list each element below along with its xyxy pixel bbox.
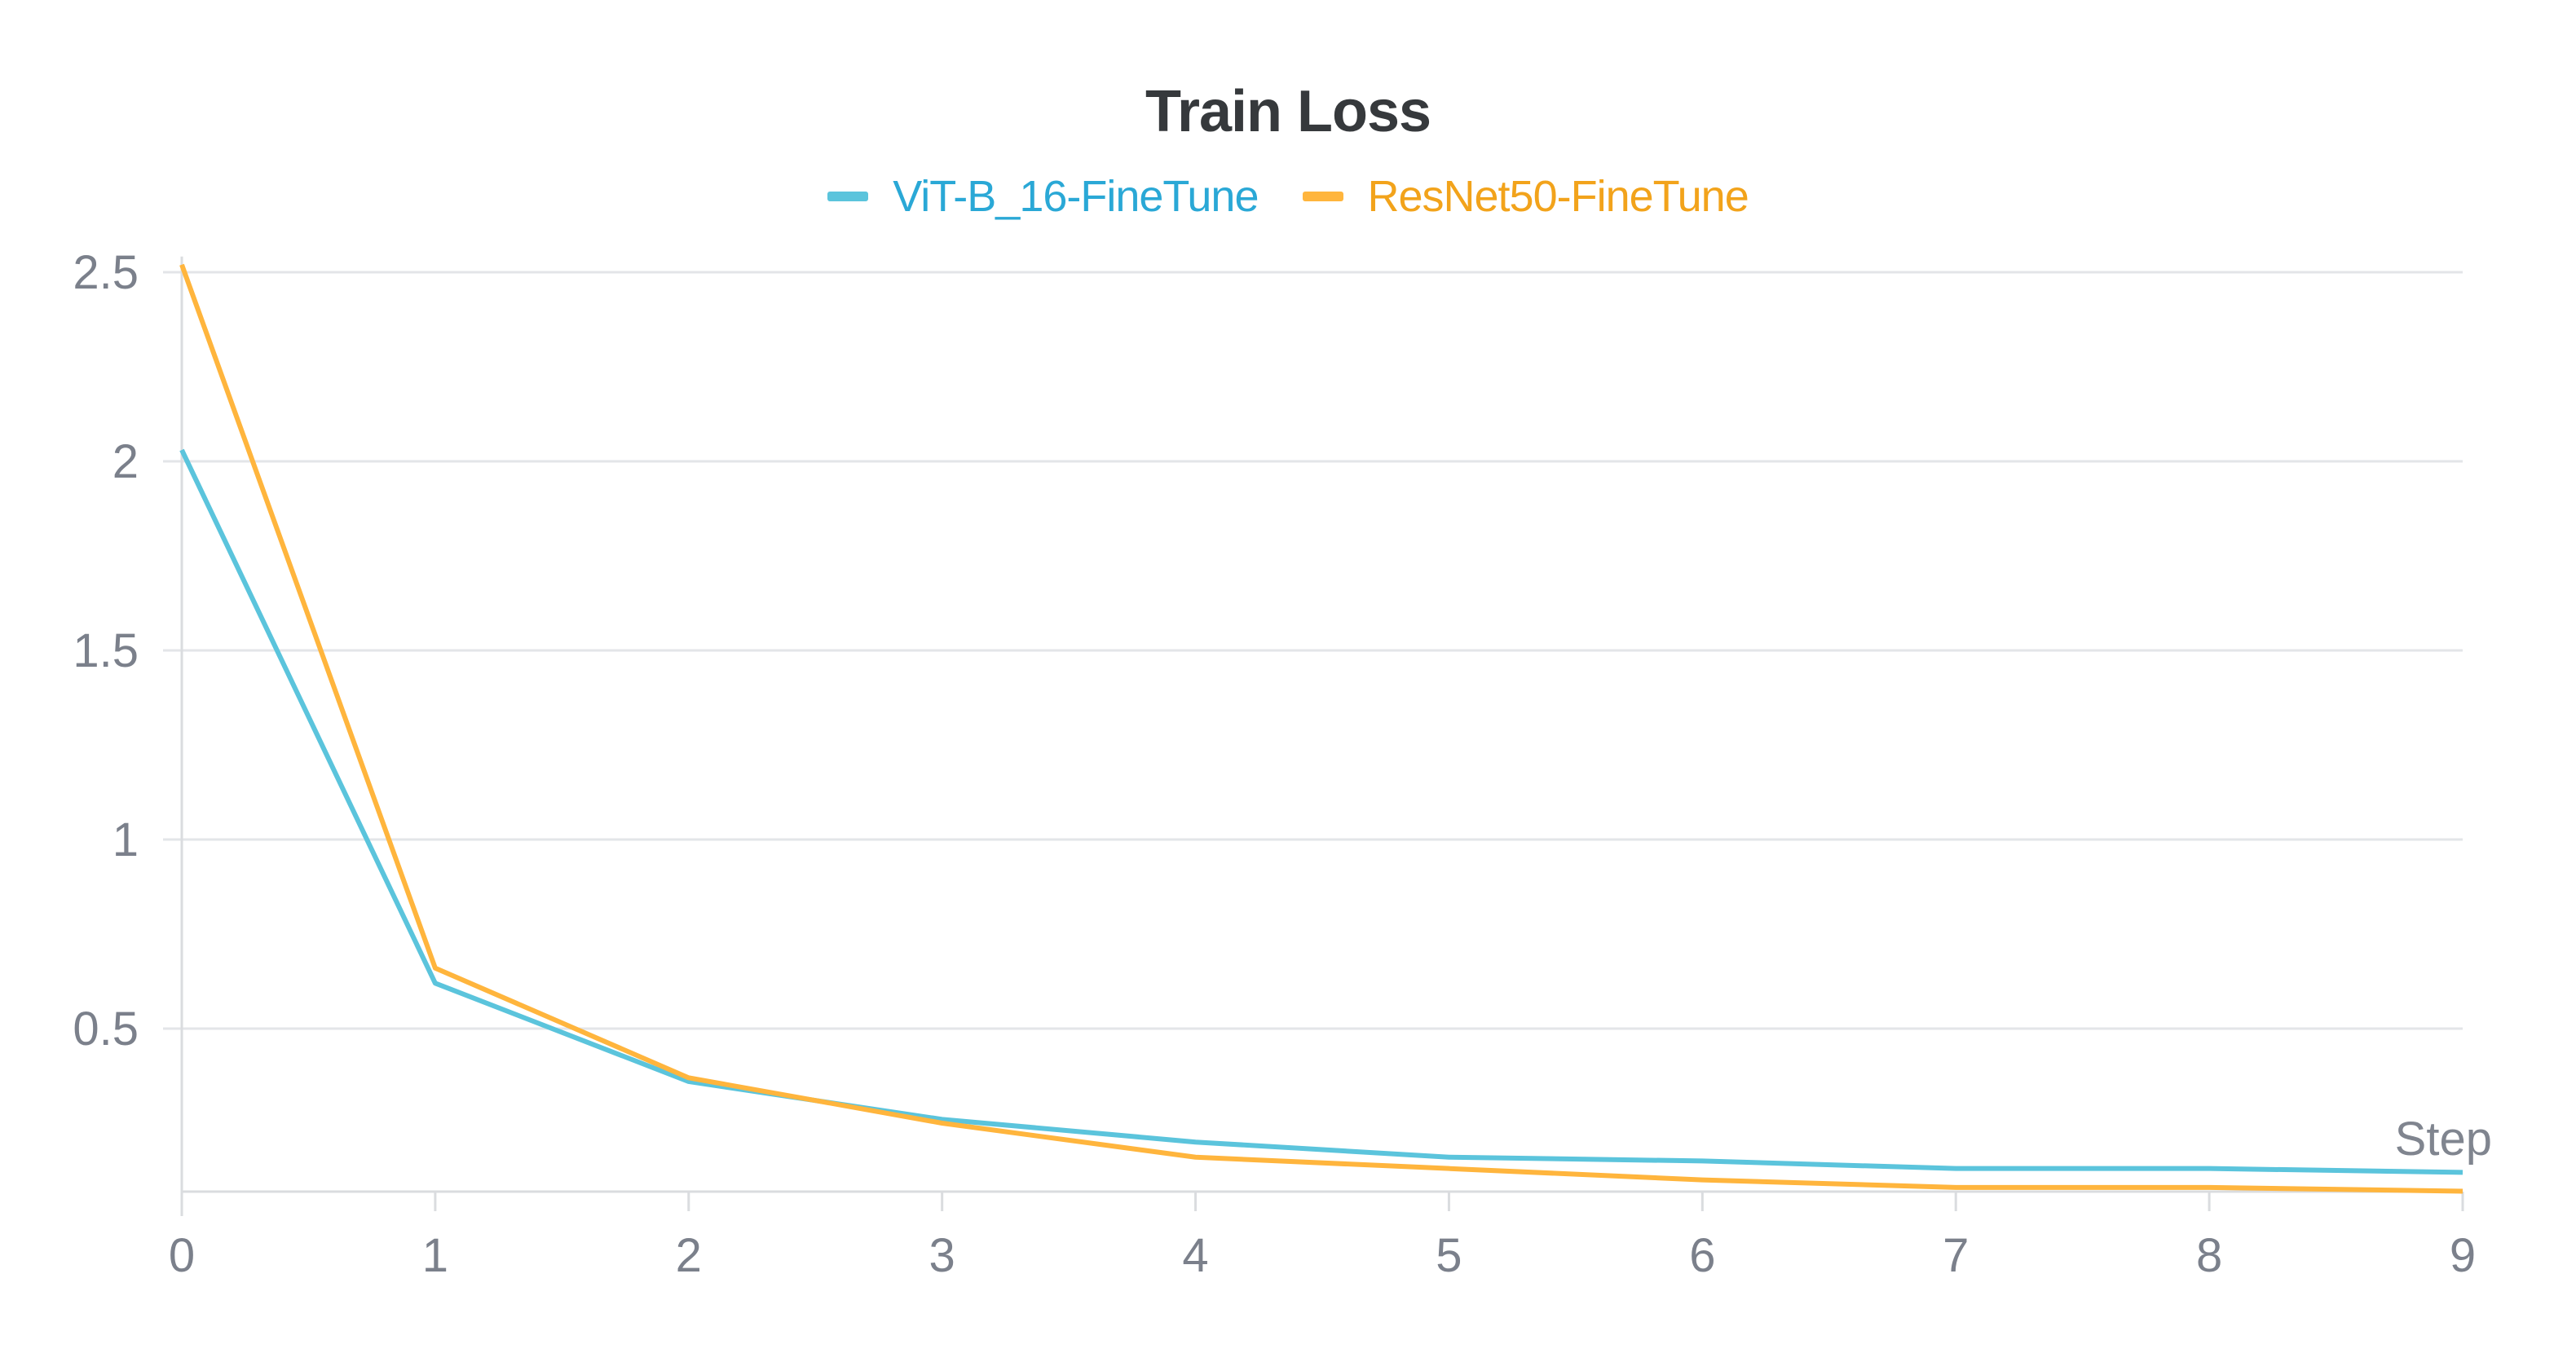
x-axis-title: Step	[2395, 1113, 2492, 1166]
y-tick-label: 0.5	[73, 1003, 139, 1056]
legend-label-vit: ViT-B_16-FineTune	[893, 172, 1259, 221]
chart-title: Train Loss	[1145, 79, 1431, 144]
legend-swatch-resnet-icon	[1302, 192, 1343, 201]
series-line-resnet	[179, 263, 2464, 1194]
x-tick-label: 9	[2450, 1229, 2476, 1282]
x-tick-label: 5	[1436, 1229, 1462, 1282]
y-tick-label: 2.5	[73, 246, 139, 299]
x-tick-label: 8	[2196, 1229, 2222, 1282]
legend-label-resnet: ResNet50-FineTune	[1367, 172, 1749, 221]
x-tick-label: 6	[1689, 1229, 1715, 1282]
x-tick-label: 0	[169, 1229, 195, 1282]
y-axis-ticks: 0.5 1 1.5 2 2.5	[73, 246, 139, 1056]
legend-item-vit[interactable]: ViT-B_16-FineTune	[827, 171, 1259, 222]
x-tick-label: 2	[676, 1229, 702, 1282]
gridlines	[163, 271, 2463, 1030]
series-line-vit	[179, 448, 2464, 1175]
x-tick-label: 3	[929, 1229, 955, 1282]
y-tick-label: 1.5	[73, 624, 139, 677]
y-tick-label: 2	[112, 435, 139, 488]
y-tick-label: 1	[112, 813, 139, 866]
x-tick-label: 7	[1943, 1229, 1969, 1282]
x-axis-ticks: 0 1 2 3 4 5 6 7 8 9	[169, 1192, 2476, 1282]
axes	[180, 256, 2463, 1216]
legend-item-resnet[interactable]: ResNet50-FineTune	[1302, 171, 1749, 222]
legend-swatch-vit-icon	[827, 192, 869, 201]
chart-legend: ViT-B_16-FineTune ResNet50-FineTune	[0, 168, 2576, 225]
x-tick-label: 1	[422, 1229, 448, 1282]
series-lines	[179, 263, 2464, 1194]
x-tick-label: 4	[1182, 1229, 1208, 1282]
